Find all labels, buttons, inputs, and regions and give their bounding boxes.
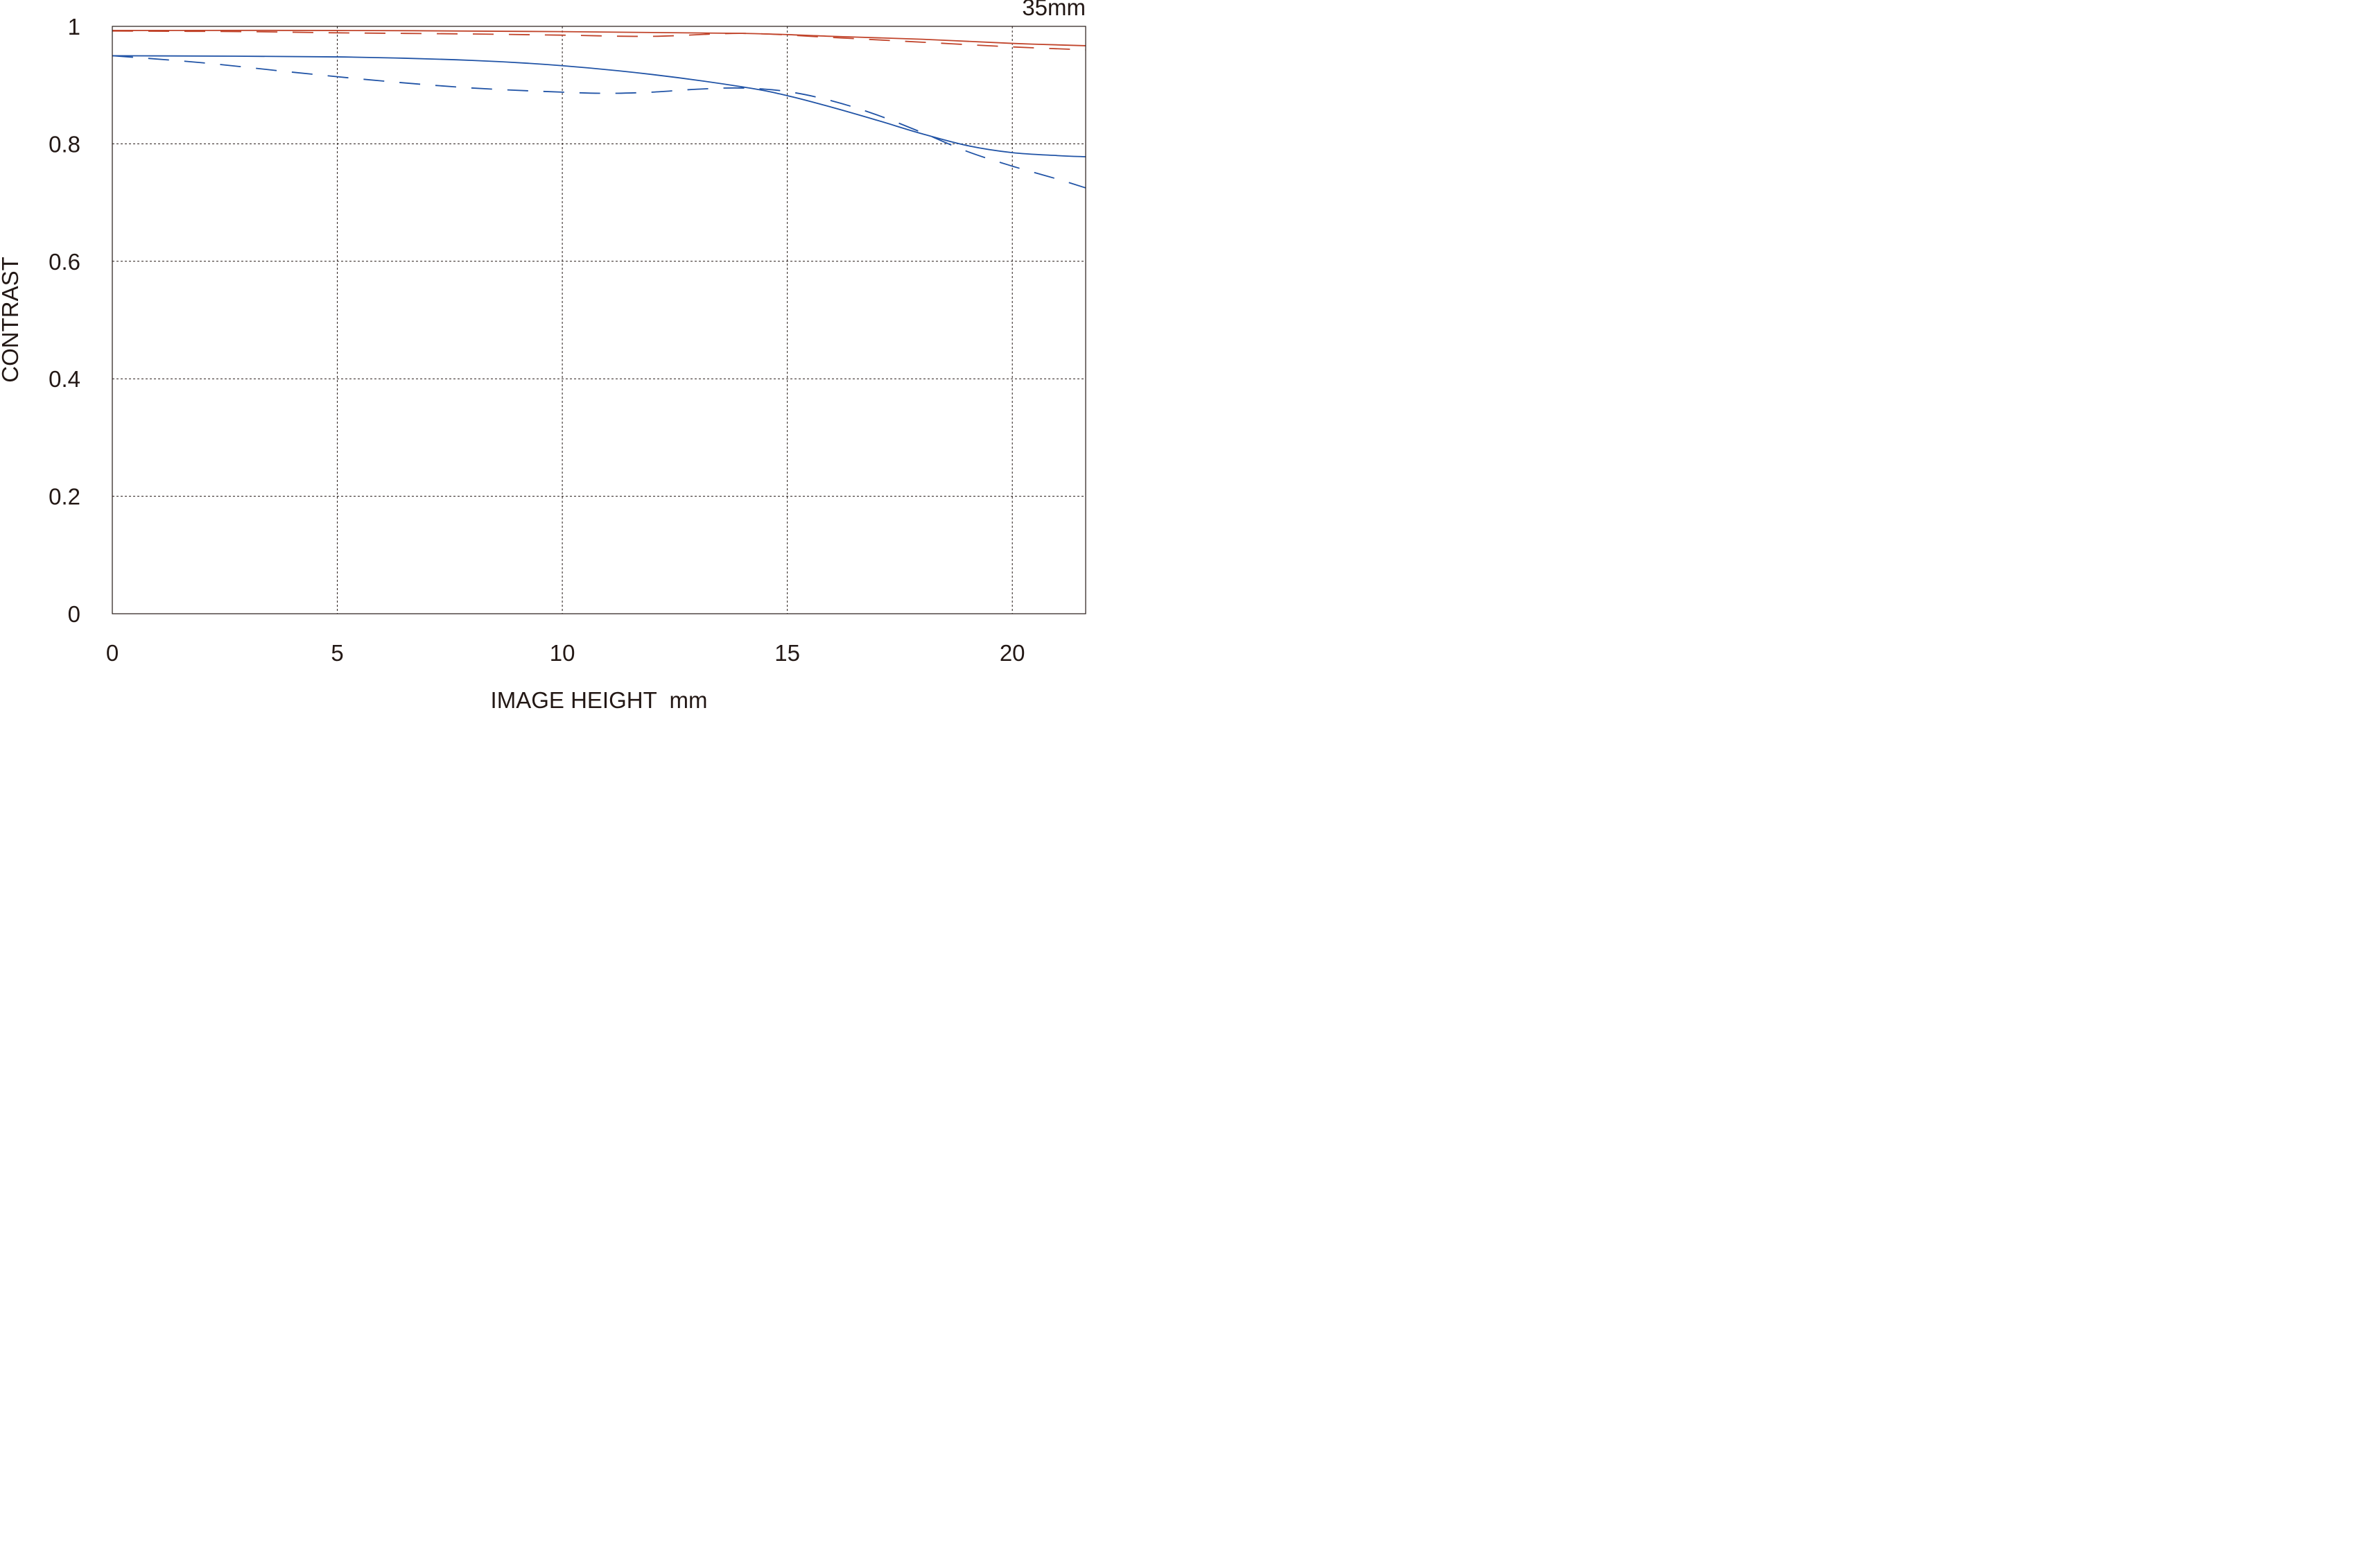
x-axis-title: IMAGE HEIGHT mm [491, 687, 708, 710]
x-tick-label: 20 [1000, 640, 1025, 666]
y-tick-label: 0.8 [49, 131, 80, 157]
series-lines [112, 29, 1086, 189]
grid [112, 26, 1086, 614]
y-tick-label: 0.2 [49, 484, 80, 510]
plot-frame [112, 26, 1086, 614]
y-axis-title: CONTRAST [0, 257, 23, 383]
series-line-2-dashed [112, 30, 1086, 51]
series-line-4-dashed [112, 55, 1086, 189]
series-line-3-solid [112, 55, 1086, 157]
y-tick-label: 0 [68, 601, 80, 627]
y-tick-label: 0.4 [49, 366, 80, 392]
x-tick-label: 10 [550, 640, 575, 666]
y-tick-label: 0.6 [49, 249, 80, 275]
tick-labels: 0 5 10 15 20 0 0.2 0.4 0.6 0.8 1 [49, 14, 1025, 666]
x-tick-label: 0 [106, 640, 119, 666]
chart-title: 35mm [1022, 0, 1086, 20]
y-tick-label: 1 [68, 14, 80, 40]
x-tick-label: 15 [774, 640, 800, 666]
mtf-chart: 0 5 10 15 20 0 0.2 0.4 0.6 0.8 1 35mm IMAGE HEIGHT… [0, 0, 1086, 710]
x-tick-label: 5 [331, 640, 343, 666]
series-line-1-solid [112, 29, 1086, 46]
